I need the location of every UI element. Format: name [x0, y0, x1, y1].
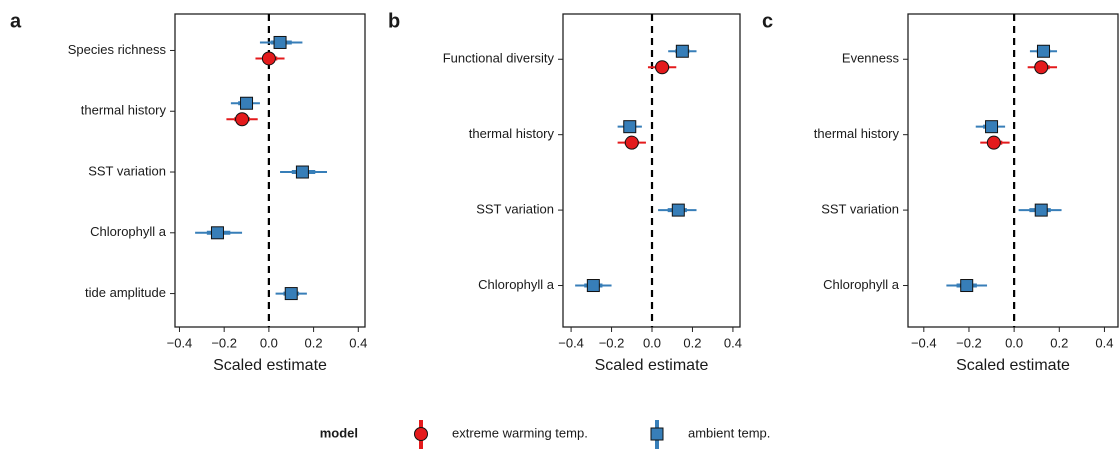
panel-label: c — [762, 10, 773, 32]
point — [986, 135, 1001, 150]
point — [210, 226, 224, 240]
x-axis-label: Scaled estimate — [595, 357, 709, 374]
point — [960, 279, 974, 293]
point — [261, 51, 276, 66]
point — [655, 60, 670, 75]
x-tick-label: −0.4 — [167, 335, 193, 350]
y-tick-label: Chlorophyll a — [478, 277, 555, 292]
y-tick-label: tide amplitude — [85, 285, 166, 300]
y-tick-label: SST variation — [476, 202, 554, 217]
y-tick-label: thermal history — [814, 126, 900, 141]
legend-title: model — [320, 425, 358, 440]
x-axis-label: Scaled estimate — [956, 357, 1070, 374]
x-tick-label: 0.0 — [643, 335, 661, 350]
point — [985, 120, 999, 134]
legend-marker — [650, 427, 664, 441]
plot-frame — [907, 13, 1119, 328]
y-tick-label: thermal history — [81, 103, 167, 118]
legend-marker — [414, 427, 428, 441]
point — [240, 96, 254, 110]
x-tick-label: 0.4 — [724, 335, 742, 350]
point — [1034, 60, 1049, 75]
y-tick-label: Chlorophyll a — [90, 224, 167, 239]
plot-frame — [174, 13, 366, 328]
x-axis-label: Scaled estimate — [213, 357, 327, 374]
point — [623, 120, 637, 134]
x-tick-label: −0.4 — [558, 335, 584, 350]
point — [1036, 44, 1050, 58]
x-tick-label: 0.2 — [683, 335, 701, 350]
panel-label: a — [10, 10, 22, 32]
x-tick-label: −0.4 — [911, 335, 937, 350]
y-tick-label: Functional diversity — [443, 51, 555, 66]
x-tick-label: −0.2 — [956, 335, 982, 350]
point — [284, 287, 298, 301]
legend-label: extreme warming temp. — [452, 425, 588, 440]
x-tick-label: 0.2 — [305, 335, 323, 350]
panel-label: b — [388, 10, 400, 32]
x-tick-label: −0.2 — [599, 335, 625, 350]
y-tick-label: Chlorophyll a — [823, 277, 900, 292]
x-tick-label: 0.0 — [260, 335, 278, 350]
point — [273, 35, 287, 49]
y-tick-label: SST variation — [88, 163, 166, 178]
y-tick-label: SST variation — [821, 202, 899, 217]
x-tick-label: 0.4 — [1095, 335, 1113, 350]
point — [235, 112, 250, 127]
point — [671, 203, 685, 217]
point — [624, 135, 639, 150]
x-tick-label: −0.2 — [211, 335, 237, 350]
y-tick-label: thermal history — [469, 126, 555, 141]
legend-label: ambient temp. — [688, 425, 770, 440]
point — [295, 165, 309, 179]
y-tick-label: Species richness — [68, 42, 167, 57]
y-tick-label: Evenness — [842, 51, 900, 66]
point — [1034, 203, 1048, 217]
x-tick-label: 0.4 — [349, 335, 367, 350]
point — [675, 44, 689, 58]
x-tick-label: 0.2 — [1050, 335, 1068, 350]
x-tick-label: 0.0 — [1005, 335, 1023, 350]
point — [586, 279, 600, 293]
